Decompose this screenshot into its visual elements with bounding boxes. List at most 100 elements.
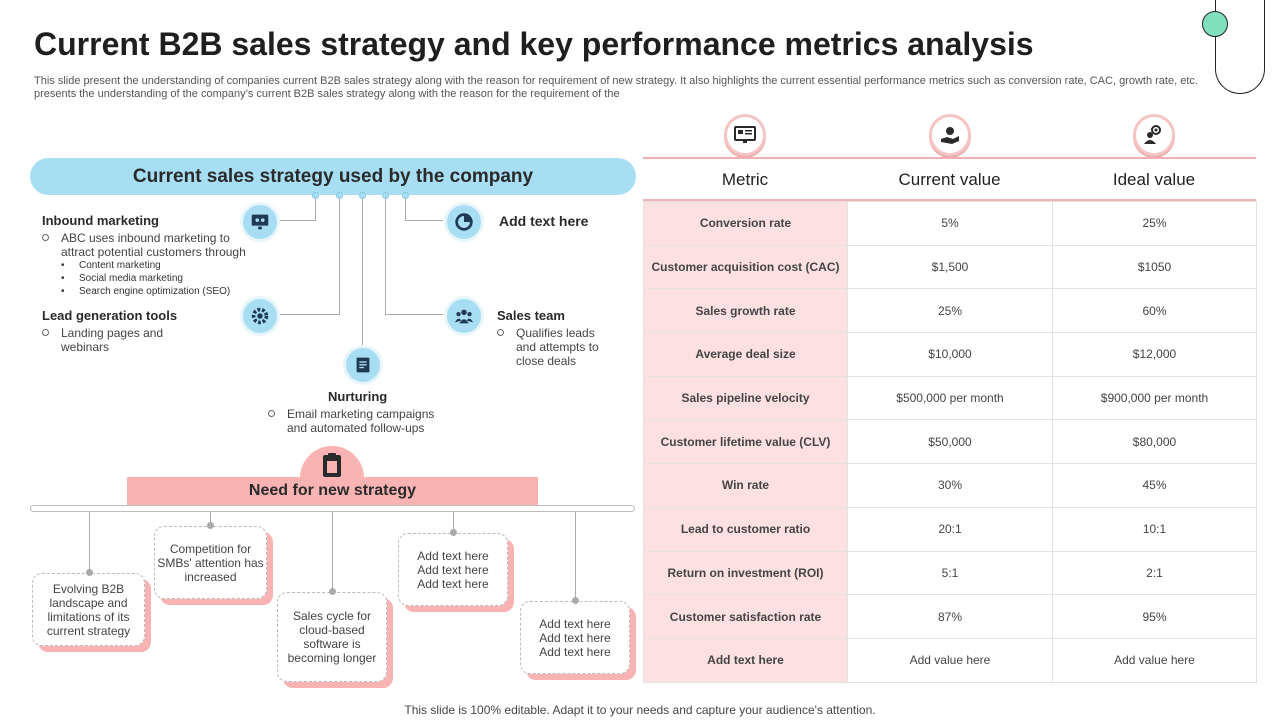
metric-cell: Customer satisfaction rate bbox=[643, 594, 848, 639]
strategy-banner: Current sales strategy used by the compa… bbox=[30, 158, 636, 195]
list-item: Content marketing bbox=[61, 259, 230, 272]
ideal-cell: $1050 bbox=[1052, 244, 1257, 290]
inbound-title: Inbound marketing bbox=[42, 213, 159, 228]
connector-dot bbox=[572, 597, 579, 604]
ideal-cell: 10:1 bbox=[1052, 506, 1257, 552]
ideal-cell: Add value here bbox=[1052, 637, 1257, 683]
table-row: Customer satisfaction rate 87% 95% bbox=[643, 594, 1257, 639]
ideal-cell: 95% bbox=[1052, 594, 1257, 639]
table-top-border bbox=[643, 157, 1256, 159]
current-cell: 87% bbox=[847, 594, 1053, 639]
connector bbox=[405, 195, 406, 220]
need-card: Sales cycle for cloud-based software is … bbox=[277, 592, 393, 688]
need-card-text: Add text here Add text here Add text her… bbox=[520, 601, 630, 674]
hand-coins-icon bbox=[929, 114, 971, 156]
connector bbox=[89, 512, 90, 572]
need-card-text: Evolving B2B landscape and limitations o… bbox=[32, 573, 145, 646]
list-item: Social media marketing bbox=[61, 272, 230, 285]
current-cell: Add value here bbox=[847, 637, 1053, 683]
bullet bbox=[42, 234, 49, 241]
need-card-text: Sales cycle for cloud-based software is … bbox=[277, 592, 387, 682]
connector-dot bbox=[86, 569, 93, 576]
metric-cell: Conversion rate bbox=[643, 201, 848, 246]
current-cell: 25% bbox=[847, 288, 1053, 334]
metric-cell: Sales growth rate bbox=[643, 288, 848, 334]
connector-dot bbox=[329, 588, 336, 595]
nurturing-title: Nurturing bbox=[328, 389, 388, 404]
connector-dot bbox=[402, 192, 409, 199]
team-icon bbox=[444, 296, 484, 336]
need-rail bbox=[30, 505, 635, 512]
sales-team-text-block: Qualifies leads and attempts to close de… bbox=[497, 326, 617, 368]
ideal-cell: 60% bbox=[1052, 288, 1257, 334]
connector-dot bbox=[336, 192, 343, 199]
nurturing-text: Email marketing campaigns and automated … bbox=[287, 407, 435, 435]
connector-dot bbox=[207, 522, 214, 529]
table-header-metric: Metric bbox=[721, 170, 769, 189]
connector bbox=[315, 195, 316, 220]
bullet bbox=[268, 410, 275, 417]
need-card-text: Competition for SMBs' attention has incr… bbox=[154, 526, 267, 599]
need-card-text: Add text here Add text here Add text her… bbox=[398, 533, 508, 606]
current-cell: $1,500 bbox=[847, 244, 1053, 290]
current-cell: 5% bbox=[847, 201, 1053, 246]
metric-cell: Customer lifetime value (CLV) bbox=[643, 419, 848, 465]
connector-dot bbox=[312, 192, 319, 199]
current-cell: 5:1 bbox=[847, 550, 1053, 596]
table-row: Sales pipeline velocity $500,000 per mont… bbox=[643, 375, 1257, 421]
lead-gen-title: Lead generation tools bbox=[42, 308, 178, 323]
metrics-table: Conversion rate 5% 25% Customer acquisitio… bbox=[643, 201, 1257, 683]
current-cell: $500,000 per month bbox=[847, 375, 1053, 421]
connector bbox=[280, 220, 316, 221]
table-row: Conversion rate 5% 25% bbox=[643, 201, 1257, 246]
table-row: Average deal size $10,000 $12,000 bbox=[643, 332, 1257, 377]
ideal-cell: 45% bbox=[1052, 463, 1257, 508]
connector bbox=[385, 195, 386, 315]
connector bbox=[385, 314, 443, 315]
connector bbox=[453, 512, 454, 532]
metric-cell: Customer acquisition cost (CAC) bbox=[643, 244, 848, 290]
connector bbox=[405, 220, 443, 221]
table-row: Sales growth rate 25% 60% bbox=[643, 288, 1257, 334]
table-row: Return on investment (ROI) 5:1 2:1 bbox=[643, 550, 1257, 596]
ideal-cell: 2:1 bbox=[1052, 550, 1257, 596]
page-subtitle: This slide present the understanding of … bbox=[34, 75, 1198, 100]
ideal-cell: $12,000 bbox=[1052, 332, 1257, 377]
current-cell: 30% bbox=[847, 463, 1053, 508]
bullet bbox=[42, 329, 49, 336]
current-cell: $50,000 bbox=[847, 419, 1053, 465]
sales-team-title: Sales team bbox=[497, 308, 565, 323]
inbound-marketing-icon bbox=[240, 202, 280, 242]
nurturing-text-block: Email marketing campaigns and automated … bbox=[268, 407, 448, 435]
table-row: Win rate 30% 45% bbox=[643, 463, 1257, 508]
connector bbox=[210, 512, 211, 526]
current-cell: 20:1 bbox=[847, 506, 1053, 552]
connector bbox=[332, 512, 333, 592]
connector-dot bbox=[359, 192, 366, 199]
table-row: Customer acquisition cost (CAC) $1,500 $10… bbox=[643, 244, 1257, 290]
connector bbox=[339, 195, 340, 315]
metric-cell: Add text here bbox=[643, 637, 848, 683]
list-item: Search engine optimization (SEO) bbox=[61, 285, 230, 298]
ideal-cell: $900,000 per month bbox=[1052, 375, 1257, 421]
connector bbox=[280, 314, 340, 315]
connector bbox=[575, 512, 576, 600]
need-card: Add text here Add text here Add text her… bbox=[398, 533, 514, 612]
need-card: Evolving B2B landscape and limitations o… bbox=[32, 573, 151, 652]
metric-cell: Return on investment (ROI) bbox=[643, 550, 848, 596]
metric-cell: Lead to customer ratio bbox=[643, 506, 848, 552]
sales-team-text: Qualifies leads and attempts to close de… bbox=[516, 326, 599, 368]
current-cell: $10,000 bbox=[847, 332, 1053, 377]
footer-note: This slide is 100% editable. Adapt it to… bbox=[404, 703, 876, 717]
clipboard-icon bbox=[320, 452, 344, 478]
add-text-title: Add text here bbox=[499, 213, 589, 229]
bullet bbox=[497, 329, 504, 336]
need-card: Competition for SMBs' attention has incr… bbox=[154, 526, 273, 605]
connector bbox=[362, 195, 363, 345]
decorative-dot bbox=[1202, 11, 1228, 37]
metric-cell: Win rate bbox=[643, 463, 848, 508]
table-row: Customer lifetime value (CLV) $50,000 $80,… bbox=[643, 419, 1257, 465]
table-header-border bbox=[643, 199, 1256, 201]
page-title: Current B2B sales strategy and key perfo… bbox=[34, 26, 1034, 62]
gear-icon bbox=[240, 296, 280, 336]
